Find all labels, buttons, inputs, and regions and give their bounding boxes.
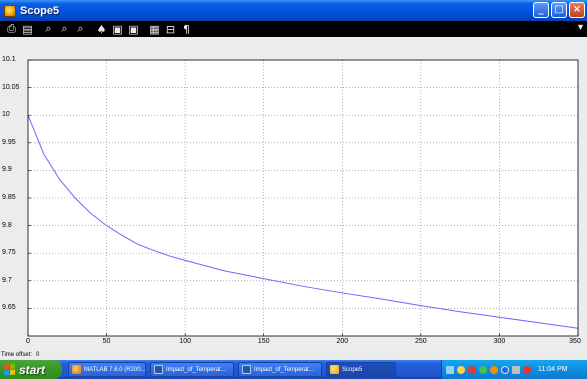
x-tick-label: 100	[179, 338, 191, 345]
toolbar-separator	[36, 22, 40, 36]
y-tick-label: 9.65	[2, 304, 16, 312]
close-button[interactable]: ×	[569, 2, 585, 18]
scope-app-icon	[4, 4, 16, 17]
x-tick-label: 0	[26, 338, 30, 345]
axes-background	[28, 60, 578, 336]
print-icon[interactable]: ⎙	[7, 22, 16, 35]
y-tick-label: 10.05	[2, 83, 20, 91]
y-tick-label: 10	[2, 111, 10, 119]
taskbar-item[interactable]: Impact_of_Temperat...	[150, 362, 234, 377]
axes-frame	[27, 59, 579, 337]
x-tick-label: 150	[257, 338, 270, 345]
plot-area: 9.65 9.7 9.75 9.8 9.85 9.9 9.95 10 10.05 10.1 0 50…	[0, 37, 587, 359]
taskbar-item[interactable]: MATLAB 7.6.0 (R200...	[68, 362, 146, 377]
title-bar: Scope5 _ □ ×	[0, 0, 587, 21]
network-icon[interactable]	[446, 365, 454, 374]
system-tray: 11:04 PM	[441, 360, 587, 379]
doc-icon	[154, 365, 163, 374]
x-tick-label: 200	[336, 338, 349, 345]
parameters-icon[interactable]: ▤	[22, 22, 33, 36]
matlab-icon	[72, 365, 81, 374]
y-tick-label: 9.95	[2, 138, 16, 146]
time-offset: Time offset: 0	[1, 352, 39, 358]
taskbar-item-label: Impact_of_Temperat...	[254, 366, 314, 373]
taskbar: start MATLAB 7.6.0 (R200... Impact_of_Tem…	[0, 360, 587, 379]
scope-toolbar: ⎙ ▤ ⌕ ⌕ ⌕ ♠ ▣ ▣ ▦ ⊟ ¶ ▾	[0, 21, 587, 37]
x-tick-label: 350	[569, 338, 581, 345]
zoom-icon[interactable]: ⌕	[45, 22, 52, 35]
display-icon[interactable]	[512, 365, 520, 374]
window-controls: _ □ ×	[533, 2, 585, 18]
y-tick-label: 10.1	[2, 56, 16, 63]
volume-icon[interactable]	[457, 365, 465, 374]
window-title: Scope5	[20, 4, 60, 17]
x-tick-label: 250	[415, 338, 427, 345]
restore-axes-icon[interactable]: ▣	[128, 22, 139, 36]
maximize-button[interactable]: □	[551, 2, 567, 18]
series-line-0	[27, 115, 579, 329]
time-offset-value: 0	[36, 352, 40, 358]
taskbar-item[interactable]: Scope5	[326, 362, 396, 377]
toolbar-separator	[142, 22, 146, 36]
time-offset-label: Time offset:	[1, 352, 33, 358]
toolbar-overflow-icon[interactable]: ▾	[577, 22, 583, 33]
antivirus-icon[interactable]	[468, 365, 476, 374]
security-icon[interactable]	[523, 365, 531, 374]
y-tick-label: 9.75	[2, 249, 16, 257]
zoom-x-icon[interactable]: ⌕	[61, 22, 68, 35]
taskbar-item[interactable]: Impact_of_Temperat...	[238, 362, 322, 377]
y-tick-label: 9.85	[2, 194, 16, 201]
doc-icon	[242, 365, 251, 374]
y-tick-label: 9.9	[2, 166, 12, 174]
messenger-icon[interactable]	[501, 365, 509, 374]
start-label: start	[19, 362, 46, 377]
y-tick-label: 9.8	[2, 221, 12, 229]
lock-axes-icon[interactable]: ⊟	[165, 22, 176, 36]
firewall-icon[interactable]	[490, 365, 498, 374]
autoscale-icon[interactable]: ♠	[96, 22, 107, 36]
signal-selection-icon[interactable]: ¶	[183, 22, 190, 36]
taskbar-item-label: MATLAB 7.6.0 (R200...	[84, 366, 146, 373]
start-button[interactable]: start	[0, 360, 62, 379]
taskbar-item-label: Impact_of_Temperat...	[166, 366, 226, 373]
minimize-button[interactable]: _	[533, 2, 549, 18]
save-axes-icon[interactable]: ▣	[112, 22, 123, 36]
zoom-y-icon[interactable]: ⌕	[77, 22, 84, 35]
scope-icon	[330, 365, 339, 374]
scope-plot[interactable]	[0, 37, 587, 359]
x-tick-label: 300	[493, 338, 506, 345]
y-tick-label: 9.7	[2, 276, 12, 284]
clock: 11:04 PM	[538, 366, 568, 373]
toolbar-separator	[89, 22, 93, 36]
update-icon[interactable]	[479, 365, 487, 374]
taskbar-item-label: Scope5	[342, 366, 363, 373]
windows-logo-icon	[4, 363, 15, 376]
x-tick-label: 50	[102, 338, 111, 345]
floating-scope-icon[interactable]: ▦	[149, 22, 160, 36]
